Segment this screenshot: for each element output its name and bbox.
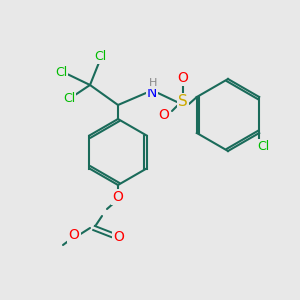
Text: S: S (178, 94, 188, 110)
Text: Cl: Cl (63, 92, 75, 106)
Text: O: O (159, 108, 170, 122)
Text: O: O (112, 190, 123, 204)
Text: Cl: Cl (257, 140, 269, 152)
Text: O: O (178, 71, 188, 85)
Text: Cl: Cl (94, 50, 106, 62)
Text: H: H (149, 78, 157, 88)
Text: Cl: Cl (55, 65, 67, 79)
Text: N: N (147, 86, 157, 100)
Text: O: O (114, 230, 124, 244)
Text: O: O (69, 228, 80, 242)
